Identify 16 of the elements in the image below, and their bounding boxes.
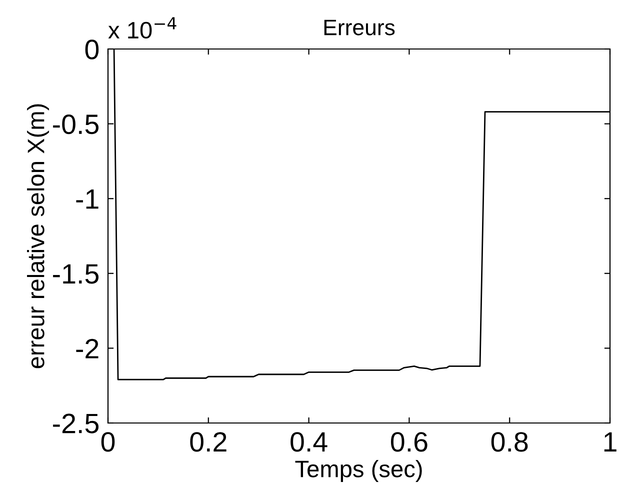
x-tick-label: 1 xyxy=(604,432,616,452)
y-tick-label: 0 xyxy=(85,40,99,60)
y-tick-label: -1 xyxy=(76,190,98,209)
y-tick-label: -2 xyxy=(76,338,98,358)
x-tick-label: 0 xyxy=(101,432,115,452)
y-tick-label: -2.5 xyxy=(53,414,99,434)
chart-title: Erreurs xyxy=(324,20,395,36)
y-axis-title: erreur relative selon X(m) xyxy=(27,104,50,368)
x-tick-label: 0.8 xyxy=(491,432,528,452)
y-tick-label: -1.5 xyxy=(53,264,99,284)
x-tick-label: 0.6 xyxy=(390,432,428,452)
text: x 10$^{−4}$ xyxy=(108,17,176,39)
x-tick-label: 0.4 xyxy=(290,432,328,452)
x-tick-label: 0.2 xyxy=(190,432,226,452)
y-tick-label: -0.5 xyxy=(53,114,99,134)
x-axis-title: Temps (sec) xyxy=(295,460,422,482)
